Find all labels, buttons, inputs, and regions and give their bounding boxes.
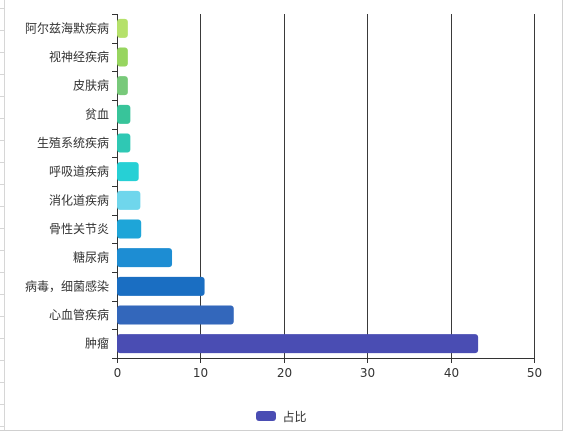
x-tick-label: 20	[277, 366, 292, 380]
bar	[117, 76, 128, 96]
gutter-tick	[0, 118, 4, 119]
y-tick-label: 生殖系统疾病	[37, 135, 109, 150]
gutter-tick	[0, 96, 4, 97]
bar	[117, 18, 128, 38]
gutter-tick	[0, 426, 4, 427]
gutter-tick	[0, 316, 4, 317]
gutter-tick	[0, 404, 4, 405]
gutter-tick	[0, 184, 4, 185]
y-tick-label: 呼吸道疾病	[49, 164, 109, 179]
x-tick-label: 0	[114, 366, 122, 380]
gutter-tick	[0, 338, 4, 339]
gutter-tick	[0, 30, 4, 31]
x-tick-label: 50	[527, 366, 542, 380]
y-tick-label: 消化道疾病	[49, 192, 109, 207]
y-tick-label: 骨性关节炎	[49, 222, 109, 236]
y-tick-label: 心血管疾病	[49, 307, 109, 322]
bar	[117, 248, 173, 268]
gutter-tick	[0, 382, 4, 383]
gutter-tick	[0, 272, 4, 273]
legend-swatch	[256, 411, 277, 421]
gutter-tick	[0, 8, 4, 9]
legend-label: 占比	[282, 409, 307, 424]
y-tick-label: 糖尿病	[73, 250, 109, 265]
bar	[117, 190, 141, 210]
gutter-tick	[0, 360, 4, 361]
gutter-tick	[0, 52, 4, 53]
bar	[117, 47, 128, 67]
x-tick-label: 30	[360, 366, 375, 380]
y-tick-label: 贫血	[85, 106, 109, 121]
bar	[117, 305, 234, 325]
y-tick-label: 病毒，细菌感染	[25, 278, 109, 293]
left-gutter	[0, 0, 5, 431]
bar	[117, 276, 205, 296]
y-tick-label: 阿尔兹海默疾病	[25, 20, 109, 35]
bar	[117, 219, 142, 239]
gutter-tick	[0, 250, 4, 251]
gutter-tick	[0, 74, 4, 75]
x-tick-label: 10	[193, 366, 208, 380]
x-tick-label: 40	[444, 366, 459, 380]
bar	[117, 162, 139, 182]
gutter-tick	[0, 228, 4, 229]
gutter-tick	[0, 206, 4, 207]
bar	[117, 334, 479, 354]
gutter-tick	[0, 140, 4, 141]
y-tick-label: 皮肤病	[73, 78, 109, 93]
bar-chart: 0 10 20 30 40 50 阿尔兹海默疾病视神经疾病皮肤病贫血生殖系统疾病呼吸道疾病消…	[25, 14, 542, 380]
y-tick-label: 肿瘤	[85, 336, 109, 351]
gutter-tick	[0, 162, 4, 163]
legend[interactable]: 占比	[0, 407, 563, 425]
bar	[117, 104, 131, 124]
y-tick-label: 视神经疾病	[49, 49, 109, 64]
gutter-tick	[0, 294, 4, 295]
bar	[117, 133, 131, 153]
